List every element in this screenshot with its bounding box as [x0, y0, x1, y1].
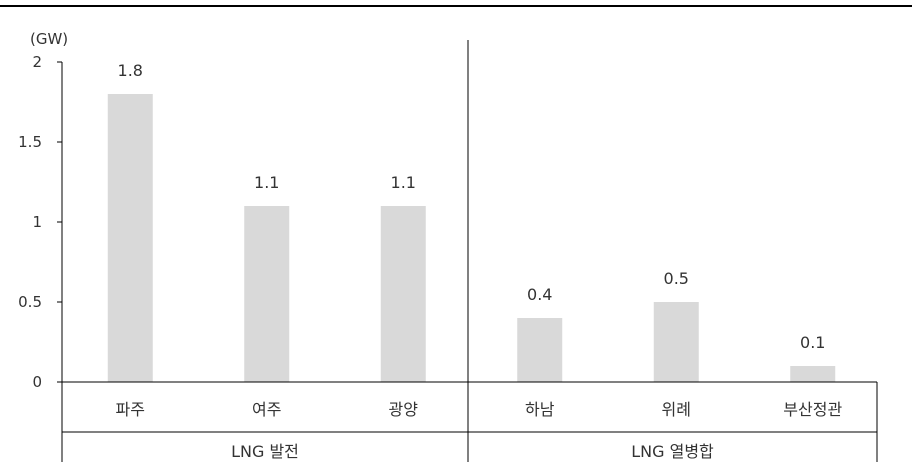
- y-axis: 0 0.5 1 1.5 2: [18, 53, 63, 391]
- data-label: 1.1: [254, 173, 279, 192]
- bar: [244, 206, 290, 382]
- bar: [790, 366, 836, 382]
- bar: [653, 302, 699, 382]
- data-label: 1.8: [118, 61, 143, 80]
- bars: 1.8 1.1 1.1 0.4 0.5 0.1: [107, 61, 836, 382]
- x-tick-label: 광양: [389, 400, 419, 419]
- x-tick-label: 부산정관: [783, 400, 842, 419]
- y-tick-label: 0: [32, 373, 42, 391]
- data-label: 1.1: [391, 173, 416, 192]
- y-tick-label: 1: [32, 213, 42, 231]
- x-tick-label: 여주: [252, 400, 281, 419]
- data-label: 0.5: [664, 269, 689, 288]
- x-tick-label: 위례: [662, 400, 691, 419]
- bar: [380, 206, 426, 382]
- bar: [107, 94, 153, 382]
- data-label: 0.1: [800, 333, 825, 352]
- y-tick-label: 0.5: [18, 293, 42, 311]
- x-tick-label: 하남: [525, 400, 555, 419]
- data-label: 0.4: [527, 285, 552, 304]
- x-tick-label: 파주: [116, 400, 145, 419]
- group-label: LNG 발전: [231, 442, 299, 461]
- unit-label: (GW): [30, 30, 68, 48]
- bar: [517, 318, 563, 382]
- x-axis: 파주 여주 광양 하남 위례 부산정관 LNG 발전 LNG 열병합: [61, 40, 878, 462]
- group-label: LNG 열병합: [631, 442, 714, 461]
- y-tick-label: 1.5: [18, 133, 42, 151]
- y-tick-label: 2: [32, 53, 42, 71]
